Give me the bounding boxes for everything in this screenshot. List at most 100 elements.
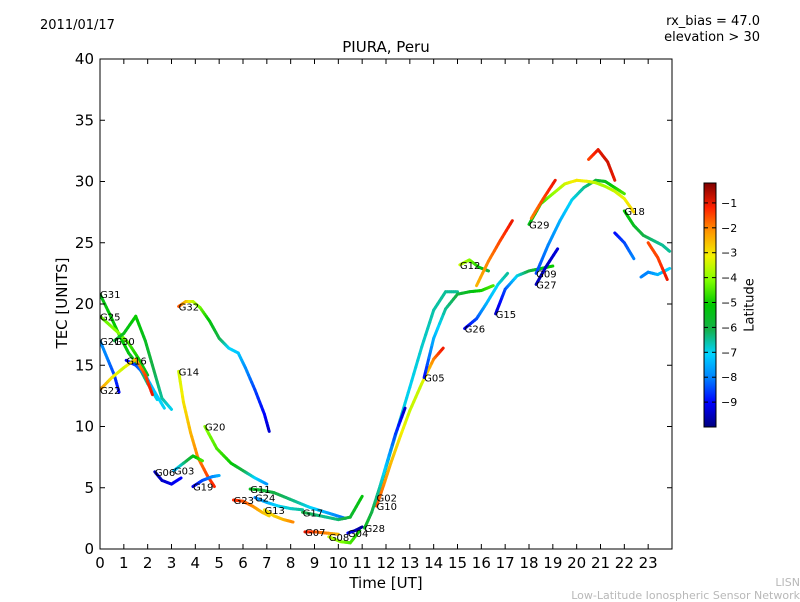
colorbar-tick-label: −4 — [721, 272, 737, 285]
x-tick-label: 22 — [615, 554, 634, 572]
series-label-g16: G16 — [126, 356, 146, 367]
x-tick-label: 3 — [167, 554, 177, 572]
series-segment — [361, 527, 362, 528]
series-segment — [360, 496, 362, 499]
y-tick-label: 20 — [75, 295, 94, 313]
x-tick-label: 15 — [448, 554, 467, 572]
series-segment — [632, 256, 634, 259]
series-label-g18: G18 — [624, 207, 644, 218]
x-tick-label: 5 — [214, 554, 224, 572]
series-segment — [403, 408, 405, 412]
y-tick-label: 25 — [75, 234, 94, 252]
series-label-g29: G29 — [529, 220, 549, 231]
x-tick-label: 1 — [119, 554, 129, 572]
series-label-g12: G12 — [460, 261, 480, 272]
series-segment — [151, 391, 152, 394]
series-segment — [666, 276, 668, 280]
x-tick-label: 10 — [329, 554, 348, 572]
series-segment — [668, 250, 669, 251]
series-label-g21: G21 — [100, 337, 120, 348]
x-tick-label: 8 — [286, 554, 296, 572]
series-segment — [556, 249, 558, 252]
series-segment — [179, 478, 181, 479]
series-segment — [163, 405, 165, 408]
series-label-g26: G26 — [465, 325, 485, 336]
series-label-g28: G28 — [365, 524, 385, 535]
series-segment — [170, 408, 172, 410]
series-label-g15: G15 — [496, 310, 516, 321]
series-segment — [623, 193, 625, 194]
y-tick-label: 30 — [75, 173, 94, 191]
series-g29b — [531, 180, 555, 218]
series-g09b — [615, 233, 634, 259]
series-g10 — [376, 348, 443, 506]
series-segment — [201, 460, 203, 461]
x-tick-label: 6 — [238, 554, 248, 572]
colorbar-tick-label: −1 — [721, 197, 737, 210]
colorbar-tick-label: −7 — [721, 346, 737, 359]
series-label-g09: G09 — [536, 269, 556, 280]
series-label-g10: G10 — [376, 502, 396, 513]
x-tick-label: 23 — [639, 554, 658, 572]
colorbar-tick-label: −9 — [721, 396, 737, 409]
series-label-g19: G19 — [193, 483, 213, 494]
series-label-g32: G32 — [179, 302, 199, 313]
x-tick-label: 4 — [191, 554, 201, 572]
series-g31b — [589, 150, 615, 181]
series-label-g07: G07 — [305, 528, 325, 539]
series-label-g27: G27 — [536, 280, 556, 291]
colorbar-tick-label: −3 — [721, 247, 737, 260]
x-tick-label: 7 — [262, 554, 272, 572]
series-segment — [487, 270, 489, 271]
colorbar-tick-label: −6 — [721, 321, 737, 334]
colorbar-tick-label: −2 — [721, 222, 737, 235]
series-segment — [442, 348, 444, 350]
y-tick-label: 40 — [75, 50, 94, 68]
x-tick-label: 14 — [424, 554, 443, 572]
x-tick-label: 19 — [543, 554, 562, 572]
series-label-g14: G14 — [179, 367, 199, 378]
series-label-g05: G05 — [424, 374, 444, 385]
y-tick-label: 35 — [75, 111, 94, 129]
series-segment — [668, 268, 670, 269]
series-label-g22: G22 — [100, 386, 120, 397]
series-label-g03: G03 — [174, 467, 194, 478]
series-layer — [100, 150, 670, 543]
x-tick-label: 16 — [472, 554, 491, 572]
series-label-g20: G20 — [205, 423, 225, 434]
y-tick-label: 0 — [84, 540, 94, 558]
x-tick-label: 9 — [310, 554, 320, 572]
x-tick-label: 2 — [143, 554, 153, 572]
colorbar — [704, 183, 716, 427]
series-segment — [506, 273, 508, 275]
series-label-g24: G24 — [255, 494, 275, 505]
series-label-g25: G25 — [100, 312, 120, 323]
series-g29 — [529, 180, 634, 224]
series-segment — [553, 180, 555, 183]
y-tick-label: 15 — [75, 356, 94, 374]
series-segment — [268, 429, 269, 432]
series-segment — [491, 286, 493, 287]
x-tick-label: 0 — [95, 554, 105, 572]
x-tick-label: 11 — [353, 554, 372, 572]
y-tick-label: 5 — [84, 479, 94, 497]
x-tick-label: 21 — [591, 554, 610, 572]
series-label-g23: G23 — [233, 496, 253, 507]
series-label-g13: G13 — [264, 506, 284, 517]
series-label-g08: G08 — [329, 533, 349, 544]
series-g21 — [100, 341, 119, 392]
colorbar-tick-label: −5 — [721, 297, 737, 310]
x-tick-label: 17 — [496, 554, 515, 572]
series-segment — [510, 221, 512, 224]
x-tick-label: 20 — [567, 554, 586, 572]
x-tick-label: 12 — [376, 554, 395, 572]
y-tick-label: 10 — [75, 418, 94, 436]
series-label-g06: G06 — [155, 468, 175, 479]
series-segment — [265, 483, 267, 484]
series-label-g17: G17 — [303, 508, 323, 519]
series-segment — [614, 177, 615, 180]
x-tick-label: 13 — [400, 554, 419, 572]
